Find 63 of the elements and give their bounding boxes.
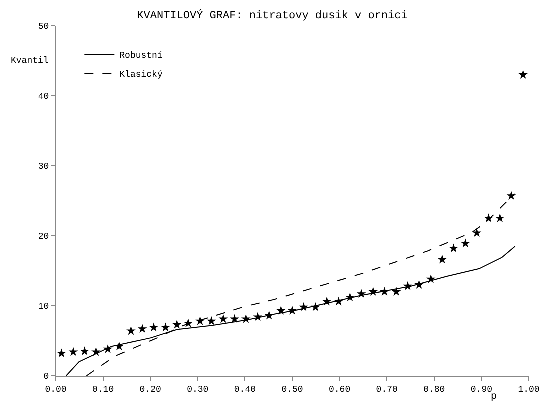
y-tick-label: 10 xyxy=(38,302,50,312)
x-tick-label: 0.30 xyxy=(187,384,209,395)
x-tick-label: 0.70 xyxy=(376,384,398,395)
x-tick-label: 0.00 xyxy=(45,384,67,395)
point xyxy=(288,306,298,315)
y-tick-label: 20 xyxy=(38,232,50,242)
point xyxy=(276,306,286,315)
point xyxy=(206,316,216,326)
point xyxy=(184,318,194,328)
point xyxy=(114,342,124,351)
point xyxy=(149,322,159,332)
x-axis-title: p xyxy=(491,392,498,403)
point xyxy=(230,314,240,324)
point xyxy=(506,191,516,200)
point xyxy=(218,314,228,324)
point xyxy=(80,346,90,356)
y-axis-title: Kvantil xyxy=(11,56,49,66)
point xyxy=(126,326,136,336)
point xyxy=(472,228,482,238)
point xyxy=(264,310,274,320)
point xyxy=(426,274,436,284)
x-tick-label: 1.00 xyxy=(518,384,540,395)
x-tick-label: 0.80 xyxy=(424,384,446,395)
y-tick-label: 0 xyxy=(44,372,50,382)
point xyxy=(253,312,263,322)
legend-label: Robustní xyxy=(120,51,163,62)
point xyxy=(57,348,66,358)
point xyxy=(346,292,355,302)
point xyxy=(495,214,505,222)
point xyxy=(449,244,458,253)
x-tick-label: 0.10 xyxy=(92,384,114,395)
point xyxy=(356,289,366,298)
point xyxy=(334,296,344,306)
point xyxy=(172,320,182,329)
point xyxy=(438,254,448,264)
x-tick-label: 0.20 xyxy=(140,384,162,395)
x-tick-label: 0.90 xyxy=(470,384,493,395)
point xyxy=(92,347,101,356)
point xyxy=(322,296,332,306)
point xyxy=(392,287,402,296)
point xyxy=(103,344,113,354)
point xyxy=(484,214,494,222)
point xyxy=(403,282,413,290)
point xyxy=(241,314,251,324)
point xyxy=(68,347,78,356)
point xyxy=(161,322,170,332)
point xyxy=(368,287,378,296)
point xyxy=(518,70,528,79)
y-tick-label: 30 xyxy=(38,162,50,172)
y-tick-label: 50 xyxy=(38,22,50,32)
x-tick-label: 0.60 xyxy=(328,384,351,395)
point xyxy=(299,302,309,312)
point xyxy=(138,324,148,334)
point xyxy=(311,302,320,312)
legend-label: Klasický xyxy=(120,70,164,80)
x-tick-label: 0.40 xyxy=(234,384,256,395)
point xyxy=(460,238,470,248)
point xyxy=(380,287,390,296)
point xyxy=(196,316,205,326)
x-tick-label: 0.50 xyxy=(282,384,304,395)
y-tick-label: 40 xyxy=(38,92,50,102)
chart-title: KVANTILOVÝ GRAF: nitratovy dusik v ornici xyxy=(137,8,408,22)
point xyxy=(414,280,424,289)
